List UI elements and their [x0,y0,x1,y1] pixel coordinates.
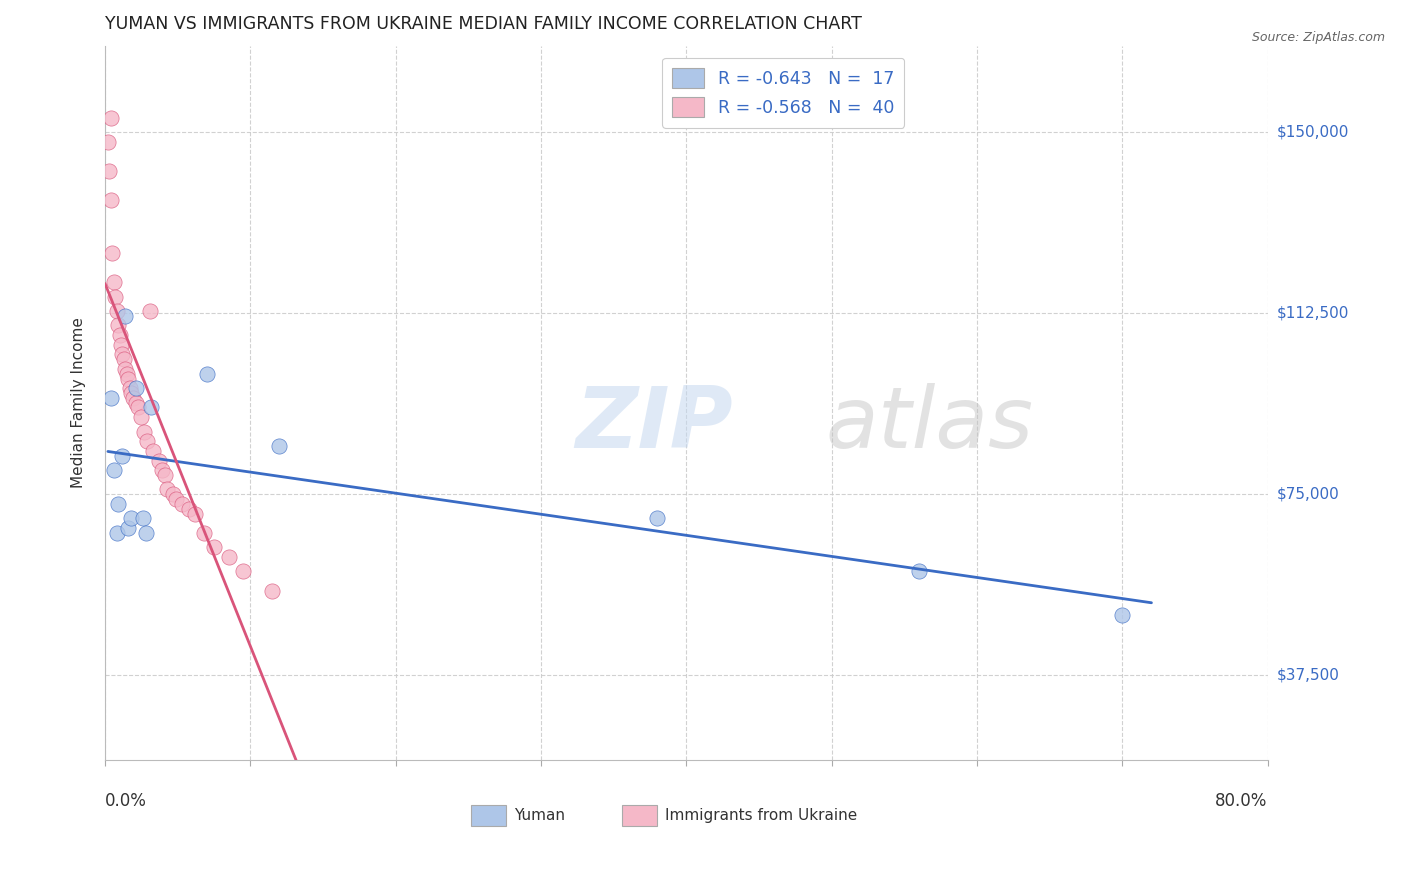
Point [105,525,128,540]
Point [232,565,254,579]
Point [101,246,124,260]
Point [111,449,134,463]
Text: $37,500: $37,500 [1277,668,1340,682]
Point [107,318,129,333]
Point [107,497,129,511]
Point [103,463,125,477]
Point [141,401,163,415]
Text: YUMAN VS IMMIGRANTS FROM UKRAINE MEDIAN FAMILY INCOME CORRELATION CHART: YUMAN VS IMMIGRANTS FROM UKRAINE MEDIAN … [105,15,862,33]
Point [132,511,155,525]
Point [908,565,931,579]
Point [148,453,170,467]
Point [112,352,135,367]
Point [136,434,159,449]
Point [124,381,146,395]
Point [645,511,668,525]
Text: $75,000: $75,000 [1277,487,1340,502]
Point [120,386,142,401]
Text: 0.0%: 0.0% [105,792,146,810]
FancyBboxPatch shape [623,805,657,826]
Point [218,549,240,564]
FancyBboxPatch shape [471,805,506,826]
Point [114,309,136,323]
Point [195,367,218,381]
Point [135,525,157,540]
Point [100,193,122,207]
Point [110,337,132,351]
Text: Immigrants from Ukraine: Immigrants from Ukraine [665,808,858,822]
Point [142,443,165,458]
Text: atlas: atlas [825,383,1033,466]
Text: $112,500: $112,500 [1277,306,1350,321]
Point [156,483,179,497]
Point [184,507,207,521]
Point [269,439,291,453]
Text: ZIP: ZIP [575,383,733,466]
Point [179,501,201,516]
Point [118,381,141,395]
Point [193,525,215,540]
Point [150,463,173,477]
Point [120,511,142,525]
Y-axis label: Median Family Income: Median Family Income [72,318,86,488]
Point [97,135,120,149]
Text: Yuman: Yuman [515,808,565,822]
Point [115,367,138,381]
Point [117,521,139,535]
Point [117,371,139,385]
Point [1111,607,1133,622]
Point [111,347,134,361]
Point [153,468,176,483]
Point [100,111,122,125]
Point [114,362,136,376]
Point [262,583,284,598]
Point [131,410,153,425]
Point [103,275,125,289]
Point [105,304,128,318]
Point [165,492,187,507]
Point [100,391,122,405]
Legend: R = -0.643   N =  17, R = -0.568   N =  40: R = -0.643 N = 17, R = -0.568 N = 40 [662,58,904,128]
Point [124,395,146,409]
Text: Source: ZipAtlas.com: Source: ZipAtlas.com [1251,31,1385,45]
Point [108,328,131,343]
Point [104,289,127,303]
Point [202,541,225,555]
Point [139,304,162,318]
Text: $150,000: $150,000 [1277,125,1350,140]
Point [170,497,193,511]
Point [121,391,143,405]
Point [98,164,121,178]
Point [134,425,156,439]
Point [127,401,149,415]
Text: 80.0%: 80.0% [1215,792,1268,810]
Point [162,487,184,501]
